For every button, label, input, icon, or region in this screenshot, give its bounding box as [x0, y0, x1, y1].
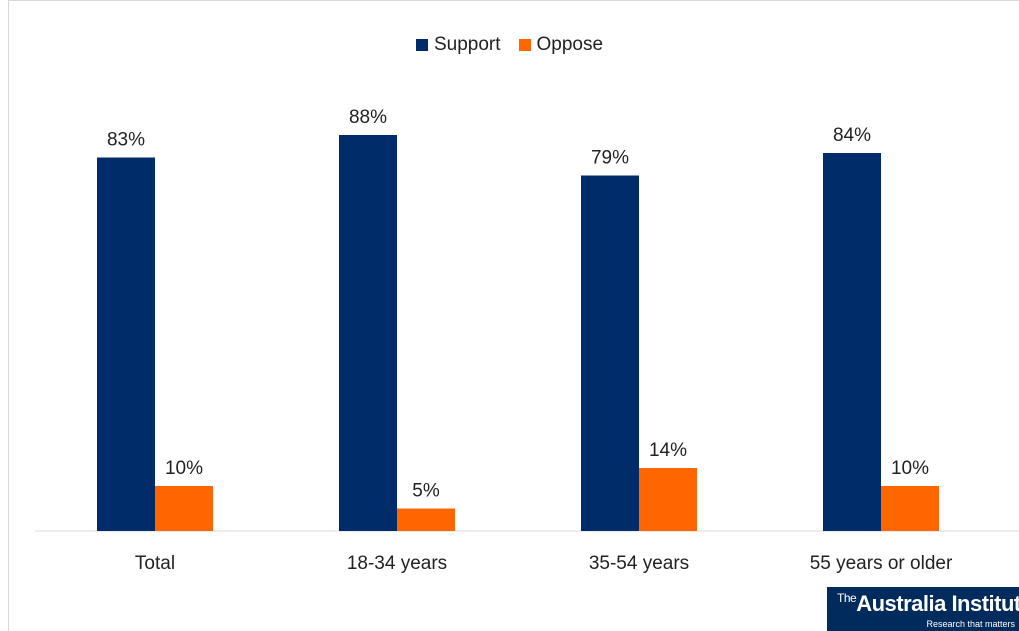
bar-oppose-3 [881, 486, 939, 531]
legend: Support Oppose [0, 34, 1019, 56]
bar-support-1 [339, 135, 397, 531]
bar-support-2 [581, 175, 639, 531]
data-label-support-1: 88% [349, 107, 387, 128]
bar-oppose-0 [155, 486, 213, 531]
category-label-1: 18-34 years [347, 553, 447, 574]
bar-oppose-2 [639, 468, 697, 531]
data-label-oppose-0: 10% [165, 458, 203, 479]
bar-oppose-1 [397, 508, 455, 531]
data-label-support-2: 79% [591, 148, 629, 169]
australia-institute-logo: TheAustralia Institute Research that mat… [827, 587, 1019, 631]
data-label-oppose-2: 14% [649, 440, 687, 461]
data-label-oppose-3: 10% [891, 458, 929, 479]
legend-label-support: Support [433, 34, 501, 55]
logo-name: Australia Institute [856, 591, 1019, 616]
data-label-support-3: 84% [833, 125, 871, 146]
bar-support-0 [97, 157, 155, 531]
data-label-oppose-1: 5% [412, 481, 440, 502]
category-label-0: Total [135, 553, 175, 574]
category-label-3: 55 years or older [810, 553, 953, 574]
logo-prefix: The [837, 591, 857, 605]
legend-item-support: Support [415, 34, 501, 56]
bar-support-3 [823, 153, 881, 531]
legend-swatch-support [415, 39, 428, 51]
logo-tagline: Research that matters [926, 619, 1015, 629]
chart-frame [8, 0, 1019, 631]
legend-item-oppose: Oppose [518, 34, 604, 56]
legend-label-oppose: Oppose [536, 34, 604, 55]
data-label-support-0: 83% [107, 130, 145, 151]
category-label-2: 35-54 years [589, 553, 689, 574]
legend-swatch-oppose [518, 39, 531, 51]
